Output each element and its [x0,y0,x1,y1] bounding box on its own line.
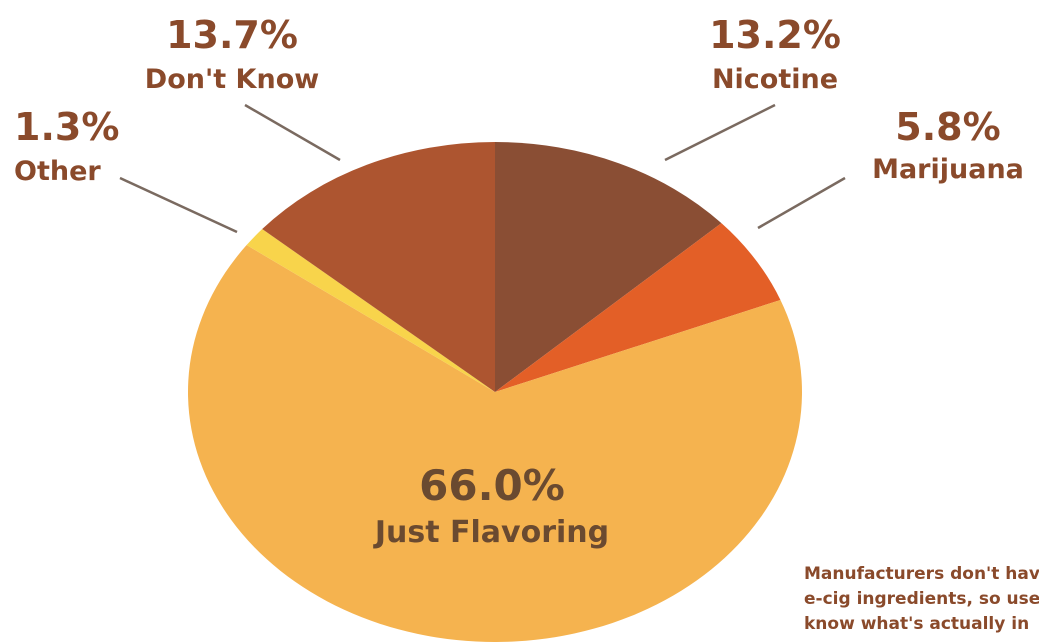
slice-label-nicotine: Nicotine [712,64,838,95]
pie-slice-nicotine [495,142,722,392]
pie-slice-don-t-know [262,142,495,392]
leader-line-don-t-know [244,103,341,162]
slice-percent-just-flavoring: 66.0% [419,461,565,510]
slice-percent-nicotine: 13.2% [709,13,841,57]
footnote-text: Manufacturers don't hav e-cig ingredient… [804,562,1039,637]
leader-line-nicotine [664,103,776,162]
slice-label-just-flavoring: Just Flavoring [373,515,609,550]
pie-slice-marijuana [495,223,781,392]
slice-percent-don-t-know: 13.7% [166,13,298,57]
slice-label-other: Other [14,156,101,187]
slice-percent-other: 1.3% [14,105,119,149]
footnote-line-1: Manufacturers don't hav [804,564,1039,584]
footnote-line-2: e-cig ingredients, so use [804,589,1039,609]
slice-label-marijuana: Marijuana [872,154,1024,185]
slice-label-don-t-know: Don't Know [145,64,319,95]
footnote-line-3: know what's actually in [804,614,1030,634]
leader-line-marijuana [757,176,846,230]
pie-slice-other [246,229,495,392]
slice-percent-marijuana: 5.8% [895,105,1000,149]
pie-slice-just-flavoring [187,245,802,642]
leader-line-other [119,176,238,234]
